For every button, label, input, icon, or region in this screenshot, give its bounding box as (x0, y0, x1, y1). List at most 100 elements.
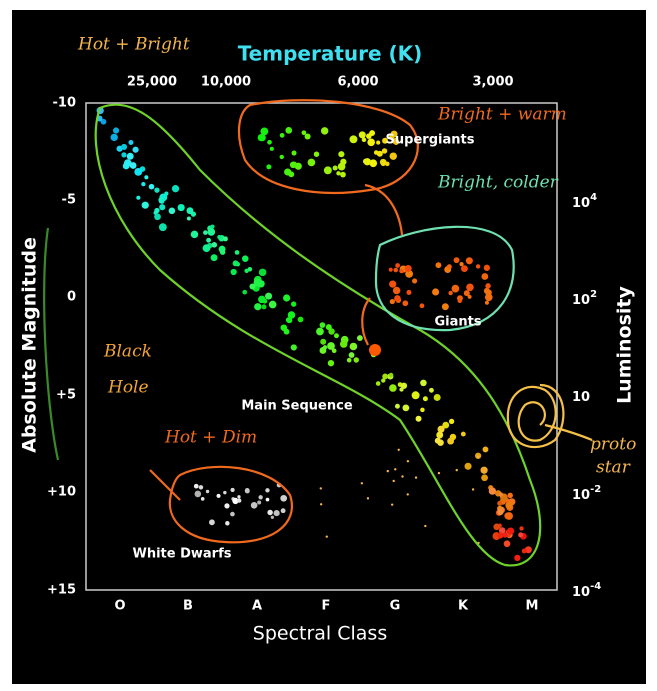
star (448, 290, 453, 296)
star (437, 471, 441, 475)
star (455, 468, 458, 472)
star (323, 166, 332, 175)
star (244, 268, 249, 274)
star (463, 290, 470, 297)
star (338, 151, 345, 158)
star (447, 437, 455, 445)
tick-base: 10 (572, 488, 590, 503)
star (437, 425, 445, 433)
bottom-tick-label: A (252, 599, 262, 614)
star (406, 493, 409, 496)
star (249, 283, 256, 290)
star (339, 340, 348, 348)
star (420, 379, 427, 387)
star (485, 283, 491, 289)
outlines (43, 99, 593, 567)
star (399, 268, 404, 274)
star (414, 476, 418, 479)
star (476, 455, 480, 459)
left-tick-label: +10 (47, 485, 76, 500)
star (465, 257, 473, 265)
star (451, 284, 460, 293)
left-tick-label: -10 (53, 96, 77, 111)
tick-exp: 4 (590, 192, 597, 203)
star (244, 487, 250, 493)
tick-base: 10 (572, 293, 590, 308)
star (217, 235, 222, 240)
star (453, 257, 460, 264)
star (267, 509, 273, 516)
star (269, 146, 274, 151)
star (353, 357, 359, 363)
star (129, 162, 137, 169)
star (319, 487, 323, 490)
highlight-star (369, 344, 381, 356)
star (392, 479, 395, 483)
star (190, 230, 199, 239)
title: Temperature (K) (238, 42, 423, 66)
star (230, 487, 235, 493)
star (288, 171, 295, 178)
star (406, 289, 412, 295)
star (394, 295, 401, 302)
star (498, 527, 506, 534)
star (280, 324, 288, 332)
star (123, 159, 132, 167)
star (369, 159, 378, 168)
star (290, 301, 297, 307)
star (460, 431, 466, 437)
top-tick-label: 10,000 (201, 75, 251, 90)
bottom-tick-label: F (322, 599, 331, 614)
annotation: Black (103, 342, 152, 362)
star (346, 357, 352, 363)
star (121, 143, 128, 150)
star (382, 137, 389, 144)
star (261, 304, 267, 310)
tick-exp: -4 (590, 581, 601, 592)
annotation: Hot + Dim (164, 428, 257, 448)
star (505, 512, 513, 520)
star (159, 204, 166, 211)
star (361, 137, 367, 143)
star (258, 295, 266, 304)
left-axis: -10 -5 0 +5 +10 +15 Absolute Magnitude (19, 96, 77, 598)
star (480, 466, 488, 474)
star (286, 317, 293, 324)
star (461, 265, 468, 273)
star (210, 224, 215, 229)
star (376, 140, 381, 145)
star (279, 132, 285, 138)
star (224, 503, 230, 509)
star (475, 264, 481, 269)
star (483, 264, 491, 271)
star (232, 260, 239, 267)
star (198, 485, 204, 490)
star (320, 127, 329, 135)
star (392, 137, 399, 145)
star (349, 135, 358, 144)
star (128, 139, 134, 145)
main-sequence-outline (94, 103, 542, 567)
star (484, 293, 493, 302)
star (325, 324, 332, 331)
star (484, 300, 489, 305)
star (257, 133, 265, 142)
right-tick-label: 10-4 (572, 581, 601, 600)
top-tick-label: 3,000 (472, 75, 513, 90)
giants-outline (374, 225, 515, 332)
tick-base: 10 (572, 390, 590, 405)
star (168, 207, 176, 215)
star (432, 288, 440, 296)
region-label: Supergiants (386, 133, 475, 148)
star (158, 197, 164, 203)
left-axis-label: Absolute Magnitude (19, 237, 41, 453)
star (158, 223, 167, 232)
star (464, 462, 472, 470)
star (376, 150, 383, 157)
right-axis: 104 102 10 10-2 10-4 Luminosity (572, 192, 636, 600)
bottom-axis: O B A F G K M Spectral Class (114, 599, 538, 645)
star (386, 469, 389, 473)
star (280, 494, 288, 502)
star (402, 300, 409, 307)
star (505, 501, 513, 509)
